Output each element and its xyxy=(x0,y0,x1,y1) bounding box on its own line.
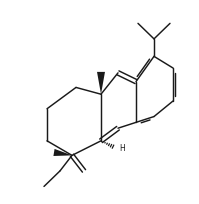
Polygon shape xyxy=(53,149,72,156)
Polygon shape xyxy=(97,73,105,95)
Text: H: H xyxy=(119,143,125,152)
